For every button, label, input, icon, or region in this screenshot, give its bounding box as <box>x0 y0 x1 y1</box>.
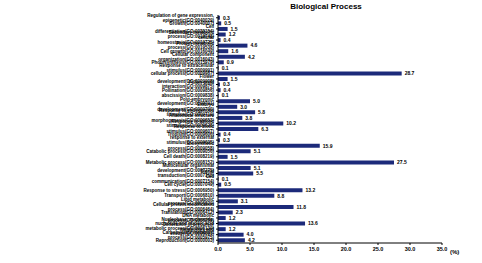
svg-text:0.0: 0.0 <box>214 246 222 252</box>
svg-text:1.2: 1.2 <box>229 226 236 232</box>
svg-text:4.2: 4.2 <box>248 237 255 243</box>
svg-text:27.5: 27.5 <box>397 159 407 165</box>
svg-text:0.1: 0.1 <box>222 92 229 98</box>
svg-text:5.8: 5.8 <box>258 109 265 115</box>
svg-text:28.7: 28.7 <box>405 70 415 76</box>
svg-text:1.5: 1.5 <box>231 154 238 160</box>
svg-text:25.0: 25.0 <box>373 246 384 252</box>
svg-text:5.0: 5.0 <box>246 246 254 252</box>
svg-text:Pollination(GO:0009856): Pollination(GO:0009856) <box>162 88 215 93</box>
svg-text:3.8: 3.8 <box>245 115 252 121</box>
svg-text:Response to stress(GO:0006950): Response to stress(GO:0006950) <box>143 188 214 193</box>
svg-text:11.8: 11.8 <box>297 204 307 210</box>
svg-text:(%): (%) <box>450 249 459 255</box>
svg-text:0.1: 0.1 <box>222 65 229 71</box>
svg-text:4.2: 4.2 <box>248 54 255 60</box>
svg-text:3.1: 3.1 <box>241 198 248 204</box>
svg-text:1.2: 1.2 <box>229 215 236 221</box>
svg-text:35.0: 35.0 <box>437 246 448 252</box>
svg-text:15.9: 15.9 <box>323 143 333 149</box>
svg-text:8.8: 8.8 <box>277 193 284 199</box>
svg-text:30.0: 30.0 <box>405 246 416 252</box>
svg-text:0.4: 0.4 <box>224 37 231 43</box>
svg-text:Cell death(GO:0008219): Cell death(GO:0008219) <box>163 154 214 159</box>
svg-text:6.3: 6.3 <box>261 126 268 132</box>
svg-text:0.5: 0.5 <box>224 181 231 187</box>
svg-text:20.0: 20.0 <box>341 246 352 252</box>
svg-text:5.5: 5.5 <box>256 170 263 176</box>
svg-text:0.3: 0.3 <box>223 137 230 143</box>
svg-text:10.0: 10.0 <box>277 246 288 252</box>
svg-text:1.5: 1.5 <box>231 76 238 82</box>
svg-text:13.2: 13.2 <box>305 187 315 193</box>
svg-text:5.1: 5.1 <box>254 148 261 154</box>
svg-text:4.6: 4.6 <box>250 42 257 48</box>
svg-text:Cell cycle(GO:0007049): Cell cycle(GO:0007049) <box>164 182 214 187</box>
svg-text:Reproduction(GO:0000003): Reproduction(GO:0000003) <box>156 238 215 243</box>
svg-text:3.0: 3.0 <box>240 104 247 110</box>
svg-text:10.2: 10.2 <box>286 120 296 126</box>
svg-text:Catabolic process(GO:0009056): Catabolic process(GO:0009056) <box>146 149 214 154</box>
svg-text:13.6: 13.6 <box>308 220 318 226</box>
svg-text:1.6: 1.6 <box>231 48 238 54</box>
svg-text:5.0: 5.0 <box>253 98 260 104</box>
svg-text:2.3: 2.3 <box>236 209 243 215</box>
svg-text:15.0: 15.0 <box>309 246 320 252</box>
